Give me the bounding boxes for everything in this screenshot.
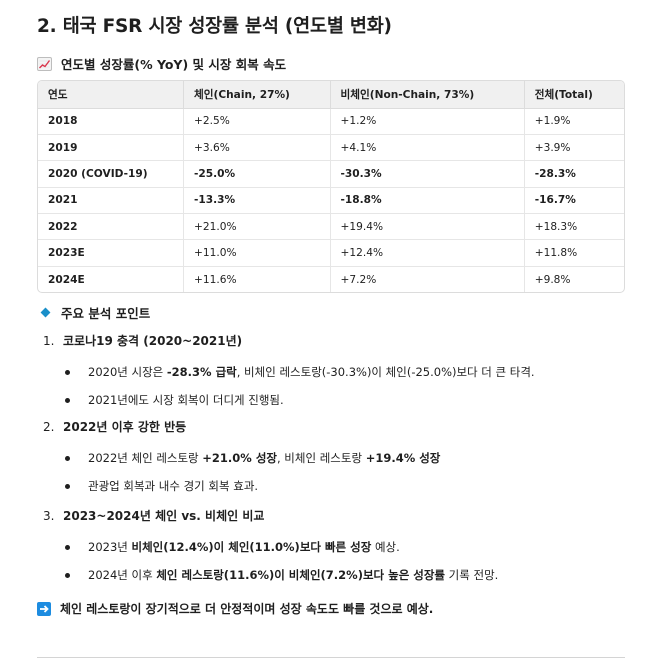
year-cell: 2022 [38, 213, 185, 241]
value-cell: +1.9% [524, 108, 624, 135]
value-cell: +9.8% [534, 273, 571, 286]
point-heading-text: 2022년 이후 강한 반등 [63, 420, 187, 434]
bullet-item: 관광업 회복과 내수 경기 회복 효과. [65, 478, 258, 494]
bullet-item: 2023년 비체인(12.4%)이 체인(11.0%)보다 빠른 성장 예상. [65, 539, 400, 555]
value-cell: +21.0% [183, 213, 331, 241]
point-heading: 2. 2022년 이후 강한 반등 [43, 418, 186, 435]
value-cell: +1.2% [330, 108, 525, 135]
column-header: 연도 [38, 81, 185, 109]
bullet-text: , 비체인 레스토랑 [277, 451, 366, 465]
point-number: 2. [43, 420, 55, 434]
value-cell: +7.2% [330, 266, 525, 292]
point-number: 1. [43, 334, 55, 348]
table-row: 2018 +2.5% +1.2% +1.9% [38, 108, 624, 135]
point-heading-text: 코로나19 충격 (2020~2021년) [63, 334, 243, 348]
year-cell: 2024E [38, 266, 185, 292]
table-row: 2019 +3.6% +4.1% +3.9% [38, 134, 624, 162]
point-heading-text: 2023~2024년 체인 vs. 비체인 비교 [63, 509, 265, 523]
value-cell: -13.3% [183, 187, 331, 215]
small-blue-diamond-icon [40, 307, 51, 318]
table-header-row: 연도 체인(Chain, 27%) 비체인(Non-Chain, 73%) 전체… [38, 81, 624, 109]
conclusion: 체인 레스토랑이 장기적으로 더 안정적이며 성장 속도도 빠를 것으로 예상. [37, 600, 433, 617]
bullet-item: 2021년에도 시장 회복이 더디게 진행됨. [65, 392, 284, 408]
bullet-item: 2020년 시장은 -28.3% 급락, 비체인 레스토랑(-30.3%)이 체… [65, 364, 535, 380]
value-cell: +12.4% [330, 239, 525, 267]
page-title: 2. 태국 FSR 시장 성장률 분석 (연도별 변화) [37, 16, 392, 37]
value-cell: +11.0% [183, 239, 331, 267]
bullet-dot-icon [65, 455, 70, 461]
bullet-item: 2022년 체인 레스토랑 +21.0% 성장, 비체인 레스토랑 +19.4%… [65, 450, 440, 466]
year-cell: 2021 [38, 187, 185, 215]
chart-increasing-icon [37, 56, 52, 71]
bullet-emphasis: 비체인(12.4%)이 체인(11.0%)보다 빠른 성장 [131, 540, 372, 554]
bullet-dot-icon [65, 544, 70, 550]
bullet-dot-icon [65, 397, 70, 403]
document: 2. 태국 FSR 시장 성장률 분석 (연도별 변화) 연도별 성장률(% Y… [37, 0, 625, 659]
value-cell: +11.8% [524, 239, 624, 267]
section-title: 주요 분석 포인트 [61, 306, 151, 321]
year-cell: 2023E [38, 239, 185, 267]
value-cell: +3.9% [524, 134, 624, 162]
bullet-dot-icon [65, 572, 70, 578]
divider [37, 657, 625, 658]
point-number: 3. [43, 509, 55, 523]
section-heading: 주요 분석 포인트 [37, 303, 150, 322]
table-row: 2021 -13.3% -18.8% -16.7% [38, 187, 624, 215]
growth-table: 연도 체인(Chain, 27%) 비체인(Non-Chain, 73%) 전체… [37, 80, 625, 293]
table-title-text: 연도별 성장률(% YoY) 및 시장 회복 속도 [61, 57, 287, 72]
bullet-text: 2022년 체인 레스토랑 [88, 451, 203, 465]
right-arrow-icon [37, 601, 51, 616]
bullet-emphasis: 체인 레스토랑(11.6%)이 비체인(7.2%)보다 높은 성장률 [156, 568, 446, 582]
year-cell: 2019 [38, 134, 185, 162]
conclusion-text: 체인 레스토랑이 장기적으로 더 안정적이며 성장 속도도 빠를 것으로 예상. [60, 602, 434, 616]
bullet-dot-icon [65, 483, 70, 489]
column-header: 비체인(Non-Chain, 73%) [330, 81, 525, 109]
value-cell: +2.5% [183, 108, 331, 135]
point-heading: 1. 코로나19 충격 (2020~2021년) [43, 332, 242, 349]
bullet-emphasis: -28.3% 급락 [166, 365, 237, 379]
table-title: 연도별 성장률(% YoY) 및 시장 회복 속도 [37, 54, 286, 73]
table-row: 2022 +21.0% +19.4% +18.3% [38, 213, 624, 241]
bullet-emphasis: +21.0% 성장 [202, 451, 277, 465]
bullet-emphasis: +19.4% 성장 [365, 451, 441, 465]
point-heading: 3. 2023~2024년 체인 vs. 비체인 비교 [43, 507, 264, 524]
bullet-text: 2020년 시장은 [88, 365, 167, 379]
value-cell: -28.3% [524, 160, 624, 188]
table-row: 2024E +11.6% +7.2% +9.8% [38, 266, 624, 292]
value-cell: -16.7% [524, 187, 624, 215]
bullet-text: 예상. [371, 540, 400, 554]
table-row: 2023E +11.0% +12.4% +11.8% [38, 239, 624, 267]
bullet-item: 2024년 이후 체인 레스토랑(11.6%)이 비체인(7.2%)보다 높은 … [65, 567, 498, 583]
bullet-text: 기록 전망. [445, 568, 499, 582]
value-cell: +19.4% [330, 213, 525, 241]
bullet-text: , 비체인 레스토랑(-30.3%)이 체인(-25.0%)보다 더 큰 타격. [236, 365, 535, 379]
value-cell: -30.3% [330, 160, 525, 188]
bullet-dot-icon [65, 369, 70, 375]
bullet-text: 관광업 회복과 내수 경기 회복 효과. [88, 479, 259, 493]
bullet-text: 2021년에도 시장 회복이 더디게 진행됨. [88, 393, 284, 407]
bullet-text: 2024년 이후 [88, 568, 157, 582]
value-cell: +18.3% [524, 213, 624, 241]
column-header: 체인(Chain, 27%) [183, 81, 331, 109]
year-cell: 2018 [38, 108, 185, 135]
column-header: 전체(Total) [524, 81, 624, 109]
value-cell: +4.1% [330, 134, 525, 162]
year-cell: 2020 (COVID-19) [38, 160, 185, 188]
value-cell: +11.6% [183, 266, 331, 292]
table-row: 2020 (COVID-19) -25.0% -30.3% -28.3% [38, 160, 624, 188]
value-cell: -25.0% [183, 160, 331, 188]
bullet-text: 2023년 [88, 540, 132, 554]
value-cell: +3.6% [183, 134, 331, 162]
value-cell: -18.8% [330, 187, 525, 215]
